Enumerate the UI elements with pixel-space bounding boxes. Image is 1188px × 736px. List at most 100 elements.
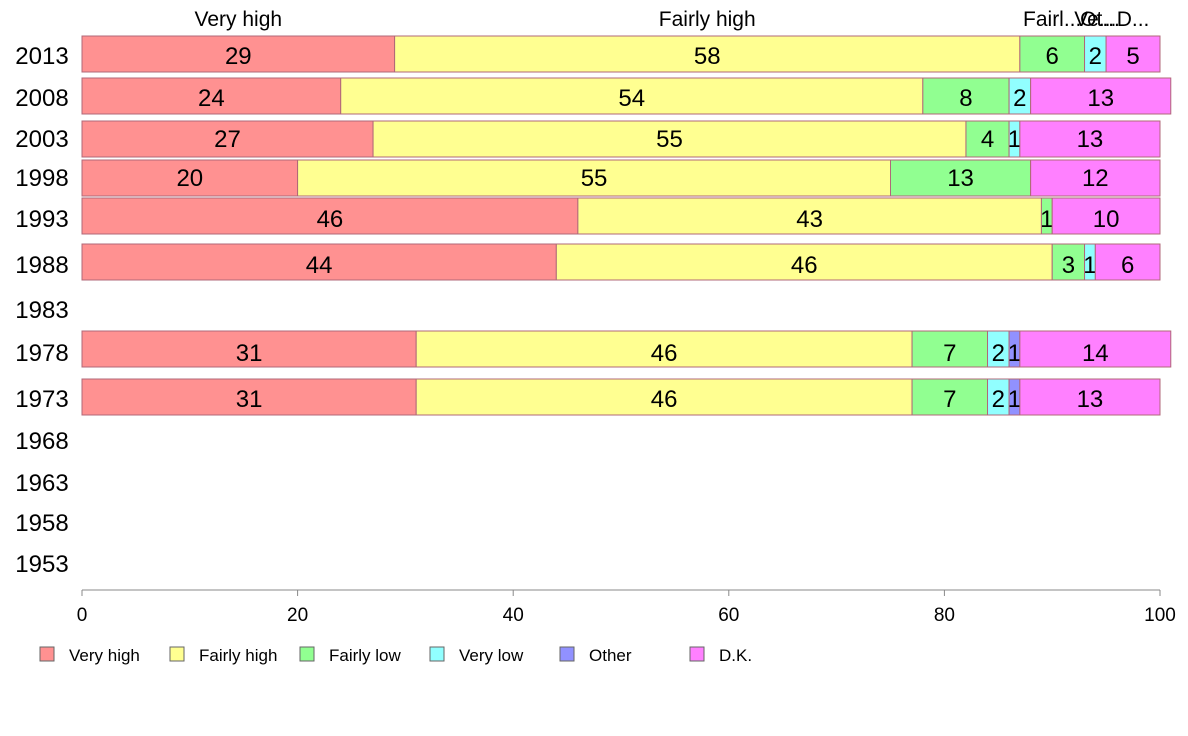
data-label-2008-fairly-high: 54 [618,85,645,112]
bar-2008-fairly-high [340,77,924,115]
bar-1988-very-high [81,243,557,281]
data-label-1978-very-high: 31 [236,340,263,367]
data-label-1978-fairly-low: 7 [943,340,956,367]
data-label-1973-very-low: 2 [992,386,1005,413]
year-label-1963: 1963 [15,470,68,497]
x-tick-label-40: 40 [503,605,524,626]
top-series-labels: Very high Fairly high Fairl...Ve...Ot...D.… [195,8,1150,31]
data-label-1988-very-high: 44 [306,252,333,279]
bar-row-2013: 29 58 6 2 5 [81,35,1161,73]
data-label-2013-fairly-high: 58 [694,43,721,70]
legend-label-d-k: D.K. [719,646,752,665]
top-label-4: Ot... [1080,8,1120,31]
legend-swatch-fairly-high [169,646,185,662]
data-label-1988-very-low: 1 [1083,252,1096,279]
bar-row-1998: 20 55 13 12 [81,159,1161,197]
year-label-1998: 1998 [15,165,68,192]
legend-label-very-high: Very high [69,646,140,665]
data-label-1993-d-k: 10 [1093,206,1120,233]
legend-label-fairly-low: Fairly low [329,646,402,665]
top-label-0: Very high [195,8,283,31]
bar-2003-fairly-low [965,120,1010,158]
x-tick-label-60: 60 [718,605,739,626]
year-label-2003: 2003 [15,126,68,153]
data-label-2008-d-k: 13 [1087,85,1114,112]
bar-1978-fairly-low [911,330,989,368]
legend-item-other: Other [559,646,632,665]
x-tick-label-20: 20 [287,605,308,626]
legend-item-d-k: D.K. [689,646,752,665]
year-label-1953: 1953 [15,551,68,578]
data-label-2008-very-low: 2 [1013,85,1026,112]
top-label-1: Fairly high [659,8,756,31]
bar-1993-very-high [81,197,579,235]
bar-2003-d-k [1019,120,1161,158]
year-label-1968: 1968 [15,428,68,455]
legend-item-very-high: Very high [39,646,140,665]
bar-1973-fairly-low [911,378,989,416]
legend-swatch-fairly-low [299,646,315,662]
bar-1988-fairly-low [1051,243,1086,281]
legend-item-fairly-low: Fairly low [299,646,402,665]
x-tick-label-0: 0 [77,605,88,626]
data-label-1973-very-high: 31 [236,386,263,413]
data-label-1993-fairly-high: 43 [796,206,823,233]
data-label-1978-very-low: 2 [992,340,1005,367]
legend-item-very-low: Very low [429,646,524,665]
year-label-1978: 1978 [15,340,68,367]
top-label-3: Ve... [1074,8,1116,31]
bar-1998-fairly-low [890,159,1032,197]
bar-row-2003: 27 55 4 1 13 [81,120,1161,158]
bar-1998-d-k [1030,159,1161,197]
legend-swatch-d-k [689,646,705,662]
bar-2013-d-k [1105,35,1161,73]
bar-row-2008: 24 54 8 2 13 [81,77,1172,115]
data-label-2008-very-high: 24 [198,85,225,112]
bar-2013-fairly-high [394,35,1021,73]
data-label-1973-fairly-low: 7 [943,386,956,413]
data-label-1993-very-high: 46 [317,206,344,233]
data-label-1973-other: 1 [1008,386,1021,413]
bar-1993-d-k [1051,197,1161,235]
bar-row-1993: 46 43 1 10 [81,197,1161,235]
year-label-1988: 1988 [15,252,68,279]
bar-1993-fairly-high [577,197,1042,235]
data-label-1998-fairly-high: 55 [581,165,608,192]
bar-row-1988: 44 46 3 1 6 [81,243,1161,281]
bar-row-1973: 31 46 7 2 1 13 [81,378,1161,416]
x-tick-label-80: 80 [934,605,955,626]
data-label-1988-d-k: 6 [1121,252,1134,279]
bar-1978-d-k [1019,330,1172,368]
data-label-1998-d-k: 12 [1082,165,1109,192]
legend-swatch-very-low [429,646,445,662]
bar-1998-fairly-high [297,159,892,197]
year-label-2008: 2008 [15,85,68,112]
legend-swatch-very-high [39,646,55,662]
legend-label-fairly-high: Fairly high [199,646,277,665]
data-label-1973-d-k: 13 [1077,386,1104,413]
legend: Very high Fairly high Fairly low Very low Ot… [39,646,752,665]
year-label-1958: 1958 [15,510,68,537]
data-label-1973-fairly-high: 46 [651,386,678,413]
top-label-5: D... [1117,8,1150,31]
bar-2008-fairly-low [922,77,1010,115]
data-label-2013-fairly-low: 6 [1046,43,1059,70]
bar-1973-d-k [1019,378,1161,416]
bar-1988-fairly-high [555,243,1053,281]
data-label-2003-fairly-high: 55 [656,126,683,153]
bar-1988-d-k [1094,243,1161,281]
bar-1978-very-high [81,330,417,368]
data-label-1978-fairly-high: 46 [651,340,678,367]
data-label-1988-fairly-high: 46 [791,252,818,279]
data-label-1993-fairly-low: 1 [1040,206,1053,233]
legend-item-fairly-high: Fairly high [169,646,277,665]
bar-row-1978: 31 46 7 2 1 14 [81,330,1172,368]
bar-2003-fairly-high [372,120,967,158]
bar-2008-very-high [81,77,342,115]
data-label-2008-fairly-low: 8 [959,85,972,112]
x-axis: 0 20 40 60 80 100 [77,589,1176,626]
data-label-2013-very-low: 2 [1089,43,1102,70]
data-label-1998-very-high: 20 [176,165,203,192]
